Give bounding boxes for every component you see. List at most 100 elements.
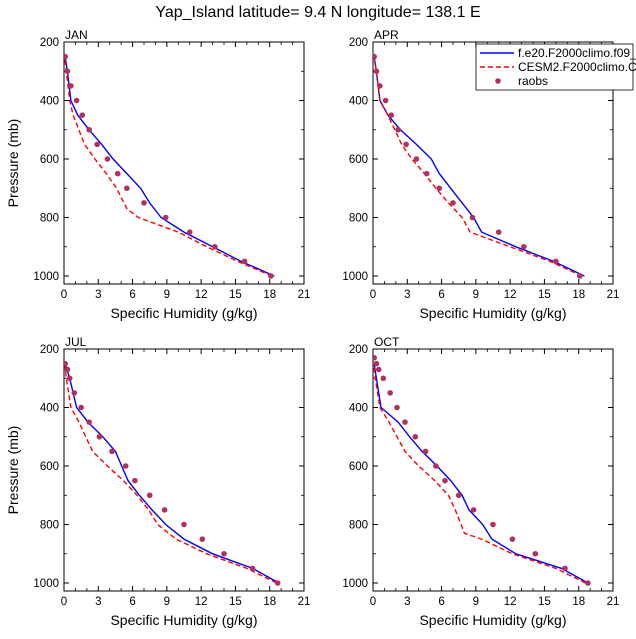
panels-group: 0 3 6 9 12 15 18 212004006008001000JANSpecific … (5, 28, 619, 628)
raobs-point (373, 360, 380, 367)
x-tick-label: 15 (229, 289, 242, 301)
y-tick-label: 200 (349, 37, 368, 49)
panel-jul: 0 3 6 9 12 15 18 21 200 400 600 800 1000 JUL Specific … (5, 335, 310, 628)
raobs-point (104, 156, 111, 162)
raobs-point (122, 463, 129, 469)
raobs-point (274, 580, 281, 586)
x-tick-label: 21 (607, 289, 620, 301)
raobs-point (146, 492, 153, 499)
raobs-point (114, 170, 121, 177)
y-tick-label: 800 (349, 213, 368, 225)
x-tick-label: 18 (572, 596, 585, 608)
x-tick-label: 6 (129, 289, 135, 301)
raobs-point (64, 360, 68, 367)
raobs-point (64, 53, 68, 60)
x-axis-title: Specific Humidity (g/kg) (110, 305, 257, 321)
raobs-point (86, 419, 92, 425)
raobs-point (221, 550, 227, 557)
y-tick-label: 800 (349, 520, 368, 532)
raobs-point (380, 375, 387, 382)
x-tick-label: 12 (195, 596, 208, 608)
y-tick-label: 600 (40, 154, 59, 166)
raobs-point (382, 97, 389, 104)
model-cesm2-line (373, 56, 583, 277)
x-tick-label: 0 (370, 596, 376, 608)
x-axis-title: Specific Humidity (g/kg) (419, 305, 566, 321)
raobs-point (403, 141, 409, 148)
series-group (64, 360, 281, 586)
raobs-point (495, 229, 502, 235)
raobs-point (553, 258, 559, 265)
raobs-point (96, 433, 103, 440)
x-axis-title: Specific Humidity (g/kg) (110, 612, 257, 628)
legend-label: raobs (518, 74, 548, 88)
y-tick-label: 1000 (342, 271, 368, 283)
raobs-point (186, 229, 193, 235)
raobs-point (490, 521, 496, 528)
plot-frame (63, 41, 305, 285)
model-f-e20-line (373, 363, 589, 584)
y-axis-title: Pressure (mb) (5, 426, 21, 515)
y-tick-label: 200 (349, 344, 368, 356)
model-f-e20-line (64, 56, 275, 277)
panel-label: JAN (65, 28, 88, 42)
x-tick-label: 0 (61, 289, 67, 301)
x-tick-label: 0 (370, 289, 376, 301)
x-tick-label: 21 (298, 596, 311, 608)
x-tick-label: 3 (95, 289, 101, 301)
x-tick-label: 6 (129, 596, 135, 608)
raobs-point (124, 185, 130, 192)
y-tick-label: 1000 (33, 271, 59, 283)
plot-frame (63, 348, 305, 592)
x-tick-label: 21 (607, 596, 620, 608)
raobs-point (249, 565, 256, 572)
raobs-point (577, 273, 583, 279)
y-tick-label: 200 (40, 37, 59, 49)
raobs-point (86, 126, 92, 133)
raobs-point (470, 507, 477, 513)
y-tick-label: 1000 (342, 578, 368, 590)
x-tick-label: 12 (195, 289, 208, 301)
raobs-point (373, 354, 377, 361)
raobs-point (68, 83, 74, 89)
raobs-point (78, 404, 84, 411)
raobs-point (141, 200, 147, 206)
raobs-point (387, 390, 393, 396)
raobs-point (373, 53, 377, 60)
raobs-point (94, 141, 100, 148)
raobs-point (562, 565, 568, 572)
x-tick-label: 3 (95, 596, 101, 608)
plot-frame (372, 348, 614, 592)
raobs-point (181, 521, 187, 528)
y-tick-label: 800 (40, 520, 59, 532)
legend-label: CESM2.F2000climo.C (518, 60, 636, 74)
x-tick-label: 0 (61, 596, 67, 608)
y-tick-label: 1000 (33, 578, 59, 590)
raobs-point (66, 375, 73, 382)
y-tick-label: 400 (349, 96, 368, 108)
raobs-point (395, 126, 401, 133)
raobs-point (450, 200, 456, 206)
legend-label: f.e20.F2000climo.f09_ (518, 46, 636, 60)
raobs-point (413, 156, 420, 162)
raobs-point (436, 185, 443, 192)
panel-label: APR (374, 28, 399, 42)
model-f-e20-line (64, 363, 280, 584)
raobs-point (109, 448, 115, 455)
raobs-point (373, 68, 380, 75)
raobs-point (469, 214, 476, 221)
raobs-point (402, 419, 408, 425)
series-group (373, 354, 591, 586)
raobs-point (73, 97, 80, 104)
raobs-point (521, 243, 527, 250)
y-tick-label: 200 (40, 344, 59, 356)
raobs-point (455, 492, 462, 499)
panel-jan: 0 3 6 9 12 15 18 21 200 400 600 800 1000 JAN Specific … (5, 28, 310, 321)
x-tick-label: 9 (164, 596, 170, 608)
raobs-point (433, 463, 439, 469)
raobs-point (442, 477, 448, 484)
raobs-point (375, 366, 382, 373)
x-tick-label: 18 (572, 289, 585, 301)
x-axis-title: Specific Humidity (g/kg) (419, 612, 566, 628)
raobs-point (268, 273, 274, 279)
